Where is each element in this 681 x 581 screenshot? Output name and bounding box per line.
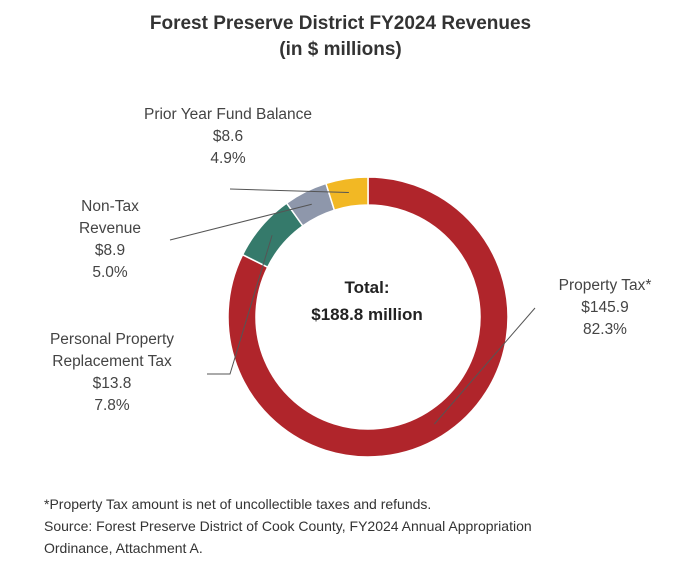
slice-label-property-tax: Property Tax* $145.9 82.3% — [530, 275, 680, 341]
slice-label-prior-year: Prior Year Fund Balance $8.6 4.9% — [113, 104, 343, 170]
non-tax-label-line1: Non-Tax — [81, 198, 139, 215]
slice-property-tax — [227, 176, 509, 458]
prior-year-label: Prior Year Fund Balance — [143, 106, 313, 123]
leader-pprt — [207, 235, 273, 375]
leader-property-tax — [434, 307, 536, 425]
source-line-2: Ordinance, Attachment A. — [44, 540, 203, 556]
leader-non-tax — [169, 203, 312, 241]
pprt-label-line2: Replacement Tax — [52, 353, 172, 370]
center-total-value: $188.8 million — [311, 305, 423, 324]
non-tax-percent: 5.0% — [92, 264, 128, 281]
footnote-property-tax: *Property Tax amount is net of uncollect… — [44, 496, 432, 512]
center-total-label: Total: — [344, 278, 390, 297]
property-tax-percent: 82.3% — [583, 321, 627, 338]
slice-prior-year — [325, 176, 369, 212]
pprt-label-line1: Personal Property — [49, 331, 175, 348]
non-tax-label-line2: Revenue — [78, 220, 142, 237]
chart-subtitle: (in $ millions) — [279, 39, 402, 60]
property-tax-value: $145.9 — [581, 299, 629, 316]
slice-label-pprt: Personal Property Replacement Tax $13.8 … — [22, 329, 202, 417]
chart-title: Forest Preserve District FY2024 Revenues — [149, 13, 532, 34]
pprt-value: $13.8 — [92, 375, 132, 392]
slice-label-non-tax: Non-Tax Revenue $8.9 5.0% — [60, 196, 160, 284]
pprt-percent: 7.8% — [94, 397, 130, 414]
non-tax-value: $8.9 — [94, 242, 126, 259]
property-tax-label: Property Tax* — [558, 277, 652, 294]
prior-year-percent: 4.9% — [210, 150, 246, 167]
leader-prior-year — [229, 188, 349, 193]
prior-year-value: $8.6 — [212, 128, 244, 145]
source-line-1: Source: Forest Preserve District of Cook… — [44, 518, 532, 534]
